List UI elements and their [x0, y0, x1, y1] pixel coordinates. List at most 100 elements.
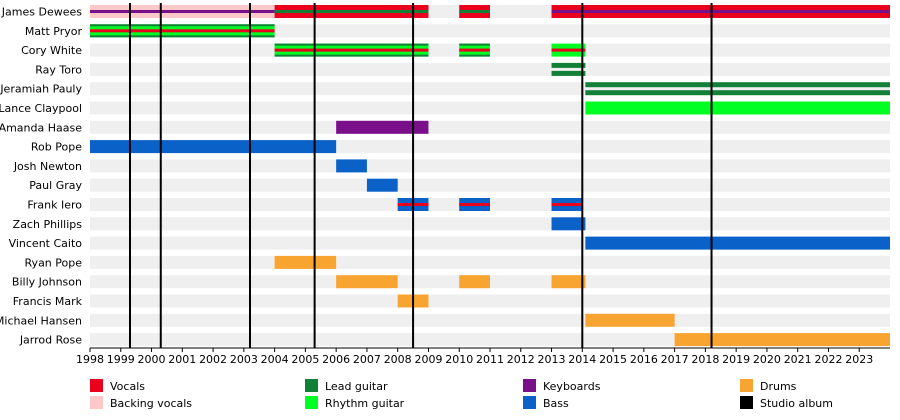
member-name: Lance Claypool [0, 102, 82, 115]
x-tick-label: 2012 [507, 353, 535, 366]
member-name: Paul Gray [29, 179, 82, 192]
bar-role-stripe [459, 10, 490, 13]
membership-bar [336, 120, 429, 134]
legend: Vocals Backing vocals Lead guitar Rhythm gu… [90, 379, 833, 410]
x-tick-label: 1998 [76, 353, 104, 366]
member-name: Zach Phillips [13, 218, 83, 231]
membership-bar [336, 159, 367, 173]
bar-edge-stripe [459, 54, 490, 57]
x-tick-label: 2014 [568, 353, 596, 366]
membership-bar [551, 70, 586, 76]
bar-edge-stripe [459, 43, 490, 46]
legend-swatch [523, 396, 536, 409]
member-name: Ray Toro [35, 63, 82, 76]
member-name: Jeramiah Pauly [0, 83, 82, 96]
membership-bar [585, 90, 890, 96]
x-tick-label: 2021 [784, 353, 812, 366]
membership-bar [585, 313, 675, 327]
bar-role-stripe [459, 203, 490, 206]
x-tick-label: 2009 [414, 353, 442, 366]
membership-bar [551, 217, 586, 231]
x-tick-label: 2004 [261, 353, 289, 366]
x-tick-label: 2002 [199, 353, 227, 366]
membership-bar [551, 275, 586, 289]
membership-bar [459, 275, 490, 289]
row-band [90, 62, 890, 76]
legend-label: Bass [543, 397, 569, 410]
membership-bar [90, 140, 337, 154]
x-tick-label: 2019 [722, 353, 750, 366]
bar-role-stripe [90, 10, 275, 13]
member-name: Matt Pryor [25, 25, 83, 38]
x-tick-label: 2020 [753, 353, 781, 366]
x-tick-label: 2023 [845, 353, 873, 366]
member-name: Francis Mark [13, 295, 83, 308]
x-tick-label: 2015 [599, 353, 627, 366]
legend-label: Lead guitar [325, 380, 388, 393]
membership-bar [585, 236, 890, 250]
legend-swatch [740, 379, 753, 392]
bar-edge-stripe [90, 35, 275, 38]
row-band [90, 313, 890, 327]
legend-label: Drums [760, 380, 797, 393]
member-name: Frank Iero [27, 199, 82, 212]
member-name: Amanda Haase [0, 121, 82, 134]
x-tick-label: 2001 [168, 353, 196, 366]
x-tick-label: 2005 [291, 353, 319, 366]
row-band [90, 120, 890, 134]
member-name: Billy Johnson [12, 276, 82, 289]
legend-swatch [90, 379, 103, 392]
legend-swatch [305, 396, 318, 409]
member-name: Michael Hansen [0, 314, 82, 327]
studio-album-lines [129, 3, 713, 348]
x-tick-label: 2003 [230, 353, 258, 366]
legend-label: Backing vocals [110, 397, 192, 410]
bar-role-stripe [551, 203, 583, 206]
x-tick-label: 2013 [538, 353, 566, 366]
x-tick-label: 2017 [661, 353, 689, 366]
membership-bar [551, 62, 586, 68]
member-name: Rob Pope [31, 141, 82, 154]
legend-label: Studio album [760, 397, 833, 410]
bar-role-stripe [274, 48, 429, 52]
legend-swatch [305, 379, 318, 392]
membership-bars [90, 5, 890, 347]
membership-bar [585, 101, 890, 115]
membership-bar [336, 275, 398, 289]
membership-bar [366, 178, 398, 192]
legend-swatch [523, 379, 536, 392]
bar-role-stripe [551, 10, 890, 13]
member-name: Jarrod Rose [19, 334, 82, 347]
x-tick-label: 2011 [476, 353, 504, 366]
member-name: James Dewees [1, 6, 82, 19]
bar-edge-stripe [90, 24, 275, 27]
member-name-labels: James Dewees Matt Pryor Cory White Ray Toro… [0, 6, 83, 347]
x-tick-label: 2016 [630, 353, 658, 366]
row-band [90, 178, 890, 192]
member-name: Vincent Caito [9, 237, 83, 250]
x-tick-label: 1999 [107, 353, 135, 366]
bar-role-stripe [551, 48, 586, 52]
row-band [90, 294, 890, 308]
bar-edge-stripe [274, 54, 429, 57]
member-name: Cory White [21, 44, 82, 57]
row-band [90, 159, 890, 173]
bar-role-stripe [459, 48, 490, 52]
legend-swatch [740, 396, 753, 409]
x-tick-label: 2022 [814, 353, 842, 366]
x-tick-label: 2010 [445, 353, 473, 366]
legend-label: Vocals [110, 380, 145, 393]
membership-bar [674, 333, 890, 347]
x-axis: 1998 1999 2000 2001 2002 2003 2004 2005 2006 2007… [76, 347, 890, 366]
legend-label: Keyboards [543, 380, 601, 393]
row-band [90, 24, 890, 38]
x-tick-label: 2007 [353, 353, 381, 366]
row-band [90, 255, 890, 269]
x-tick-label: 2018 [691, 353, 719, 366]
membership-bar [274, 255, 337, 269]
x-tick-label: 2008 [384, 353, 412, 366]
bar-role-stripe [90, 29, 275, 33]
row-band [90, 217, 890, 231]
membership-bar [585, 82, 890, 88]
